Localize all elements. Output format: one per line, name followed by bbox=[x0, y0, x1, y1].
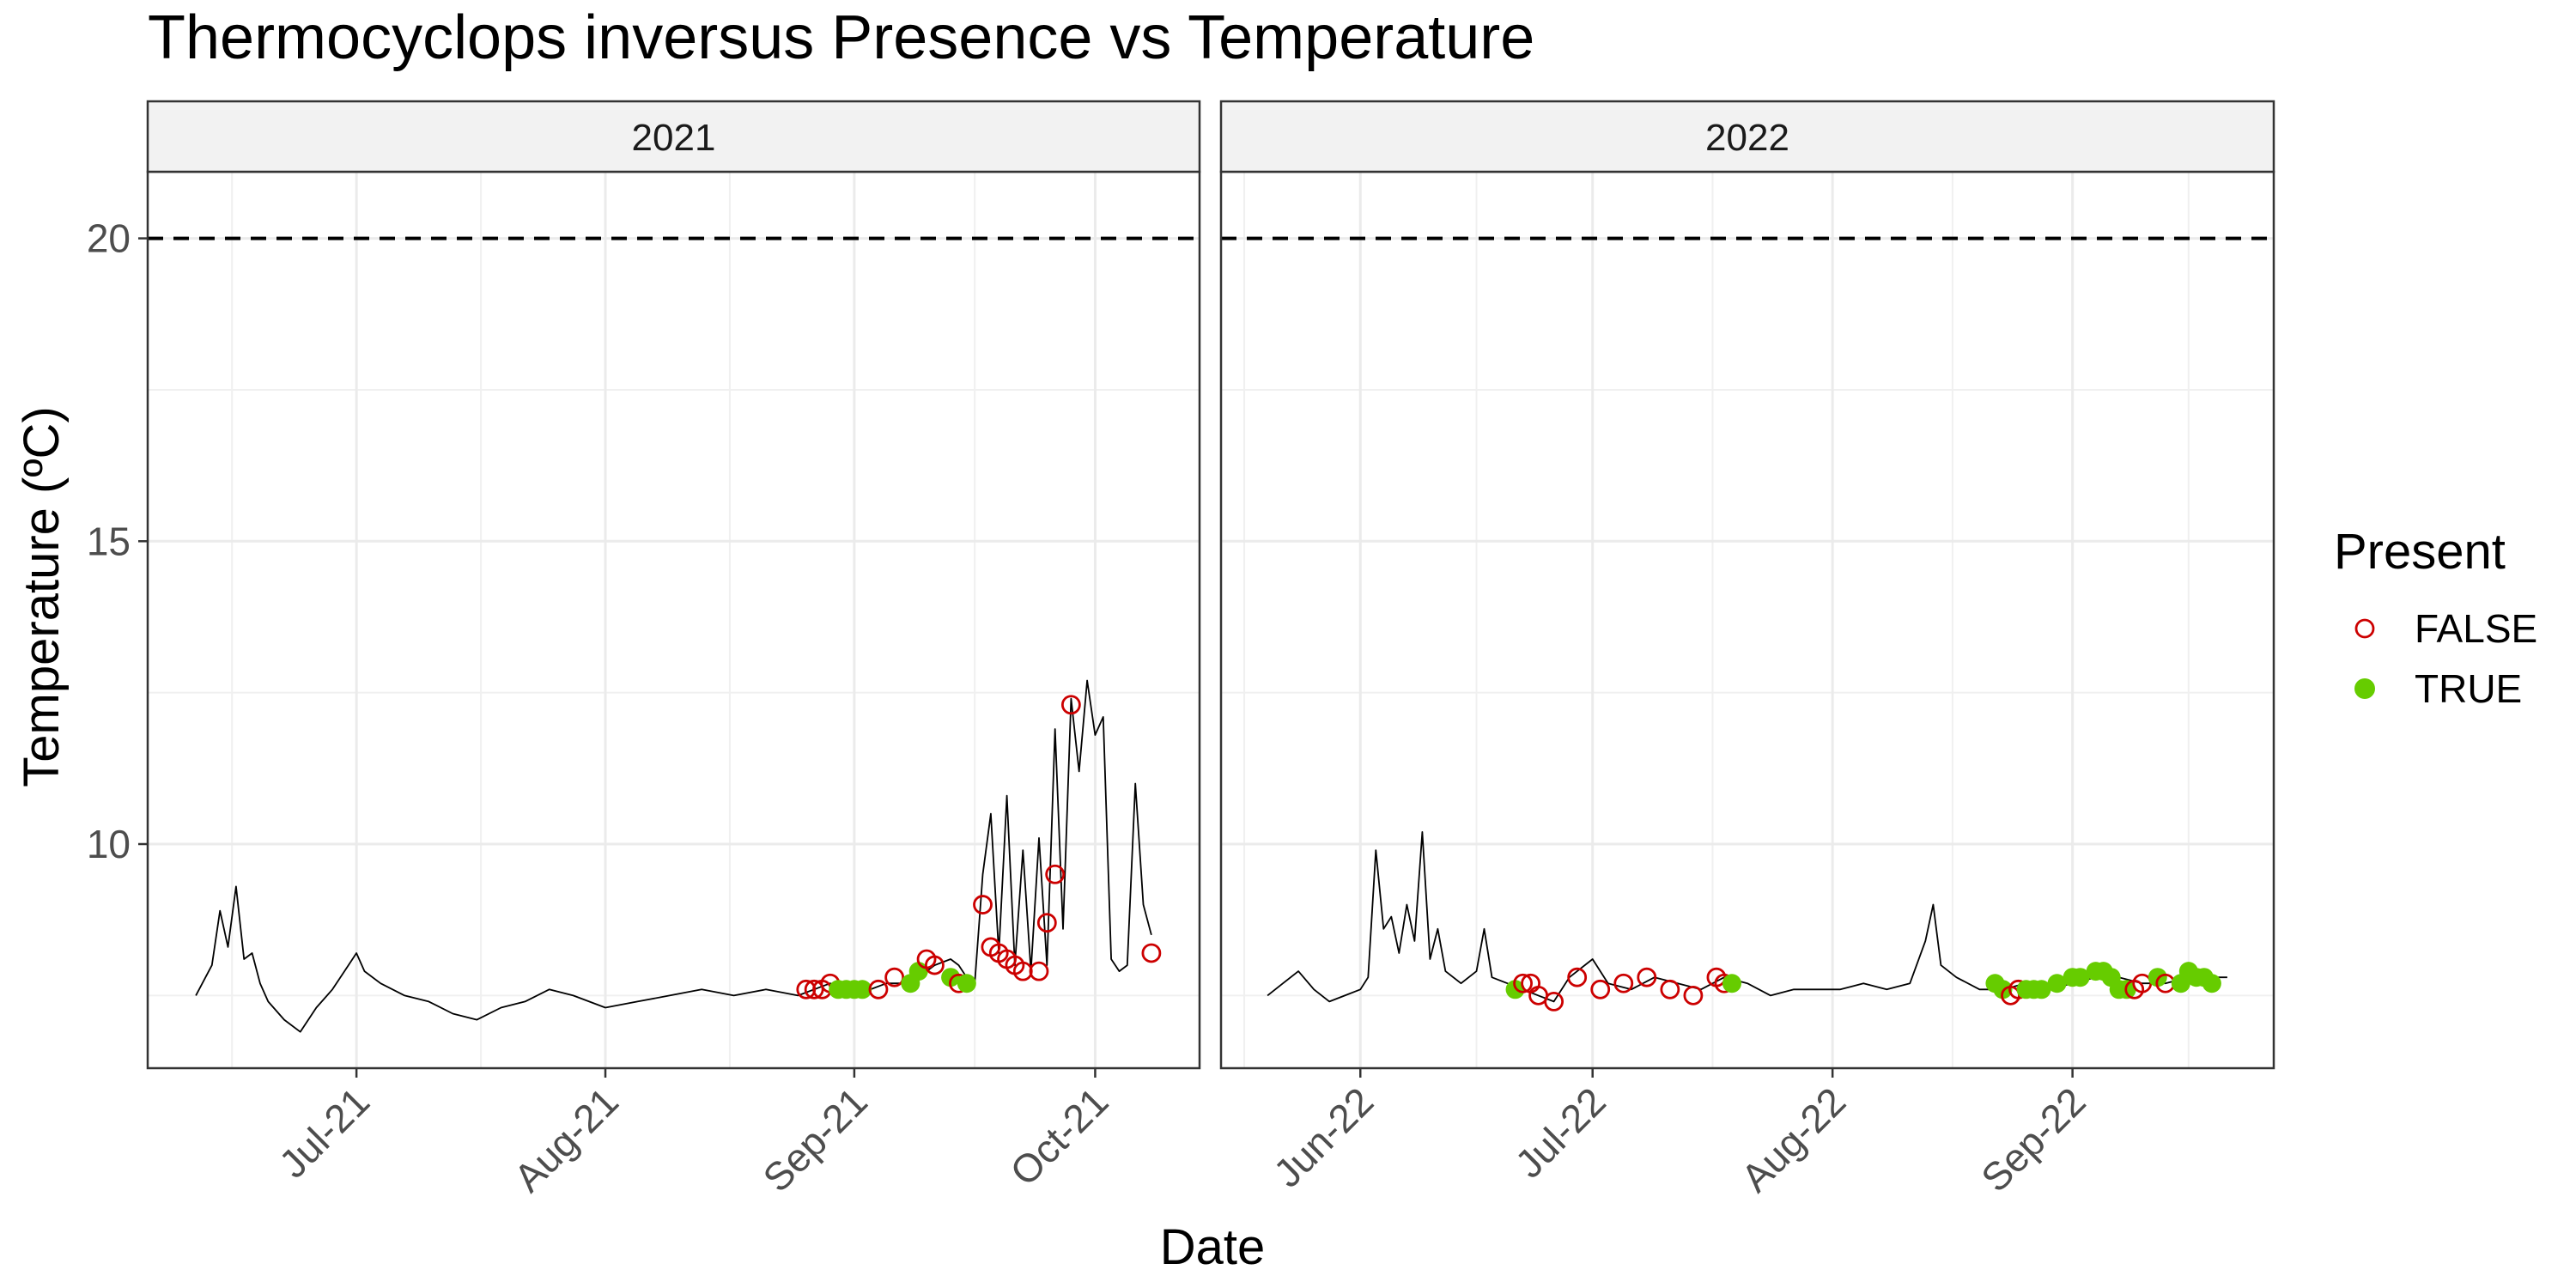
x-tick-label: Sep-21 bbox=[754, 1078, 876, 1200]
temperature-series-line bbox=[195, 679, 1152, 1033]
data-point-false bbox=[1613, 973, 1634, 993]
y-tick-label: 20 bbox=[87, 216, 131, 261]
x-tick-label: Aug-22 bbox=[1733, 1078, 1855, 1200]
x-tick-label: Sep-22 bbox=[1972, 1078, 2094, 1200]
x-tick-label: Jul-21 bbox=[270, 1078, 378, 1186]
data-point-true bbox=[2148, 968, 2167, 987]
legend-entries: FALSE TRUE bbox=[2354, 606, 2537, 711]
chart-title: Thermocyclops inversus Presence vs Tempe… bbox=[148, 3, 1534, 72]
data-point-true bbox=[2047, 974, 2067, 993]
y-tick-label: 10 bbox=[87, 822, 131, 866]
facet-strip bbox=[1219, 100, 2275, 173]
data-point-true bbox=[1505, 980, 1525, 999]
data-point-true bbox=[1993, 980, 2013, 999]
data-point-true bbox=[2032, 980, 2051, 999]
data-point-false bbox=[1683, 985, 1704, 1005]
legend-entry-false: FALSE bbox=[2354, 606, 2537, 651]
x-tick-label: Aug-21 bbox=[505, 1078, 627, 1200]
data-point-false bbox=[1060, 695, 1081, 715]
data-point-false bbox=[1660, 979, 1680, 999]
data-point-false bbox=[1513, 973, 1533, 993]
data-point-true bbox=[853, 980, 872, 999]
data-point-true bbox=[957, 974, 976, 993]
panel-2022: 2022 Jun-22 Jul-22 Aug-22 Sep-22 bbox=[1219, 100, 2275, 1200]
data-point-false bbox=[1045, 864, 1066, 884]
data-point-false bbox=[1036, 913, 1057, 933]
legend-key-true bbox=[2354, 678, 2375, 699]
plot-background bbox=[1221, 172, 2274, 1068]
panels: 2021 Jul-21 Aug-21 Sep-21 Oct-21 10 15 20 2022 Ju… bbox=[87, 100, 2275, 1200]
plot-background bbox=[148, 172, 1200, 1068]
facet-strip-label: 2021 bbox=[632, 117, 716, 159]
x-axis-label: Date bbox=[1160, 1219, 1266, 1275]
data-point-false bbox=[1637, 967, 1657, 987]
facet-strip-label: 2022 bbox=[1705, 117, 1789, 159]
legend-entry-true: TRUE bbox=[2354, 666, 2522, 711]
y-axis-label: Temperature (ºC) bbox=[14, 406, 70, 787]
legend-label: FALSE bbox=[2415, 606, 2537, 651]
data-point-true bbox=[2202, 974, 2221, 993]
panel-2021: 2021 Jul-21 Aug-21 Sep-21 Oct-21 10 15 20 bbox=[87, 100, 1201, 1200]
x-tick-label: Oct-21 bbox=[1001, 1078, 1116, 1194]
data-point-false bbox=[1567, 967, 1588, 987]
data-point-false bbox=[973, 895, 993, 914]
facet-strip bbox=[146, 100, 1201, 173]
legend-title: Present bbox=[2334, 524, 2506, 580]
legend: Present FALSE TRUE bbox=[2334, 524, 2537, 711]
data-point-false bbox=[925, 955, 945, 975]
data-point-true bbox=[941, 968, 961, 987]
data-point-false bbox=[1544, 992, 1564, 1012]
x-tick-label: Jun-22 bbox=[1265, 1078, 1382, 1195]
temperature-series-line bbox=[1267, 831, 2227, 1003]
y-tick-label: 15 bbox=[87, 519, 131, 563]
data-point-false bbox=[1141, 943, 1162, 963]
data-point-false bbox=[1029, 961, 1049, 981]
data-point-false bbox=[884, 967, 905, 987]
data-point-false bbox=[1590, 979, 1611, 999]
legend-key-false bbox=[2354, 618, 2375, 639]
data-point-true bbox=[1722, 974, 1741, 993]
data-point-false bbox=[868, 979, 889, 999]
x-tick-label: Jul-22 bbox=[1506, 1078, 1613, 1186]
data-point-true bbox=[2070, 968, 2090, 987]
legend-label: TRUE bbox=[2415, 666, 2522, 711]
